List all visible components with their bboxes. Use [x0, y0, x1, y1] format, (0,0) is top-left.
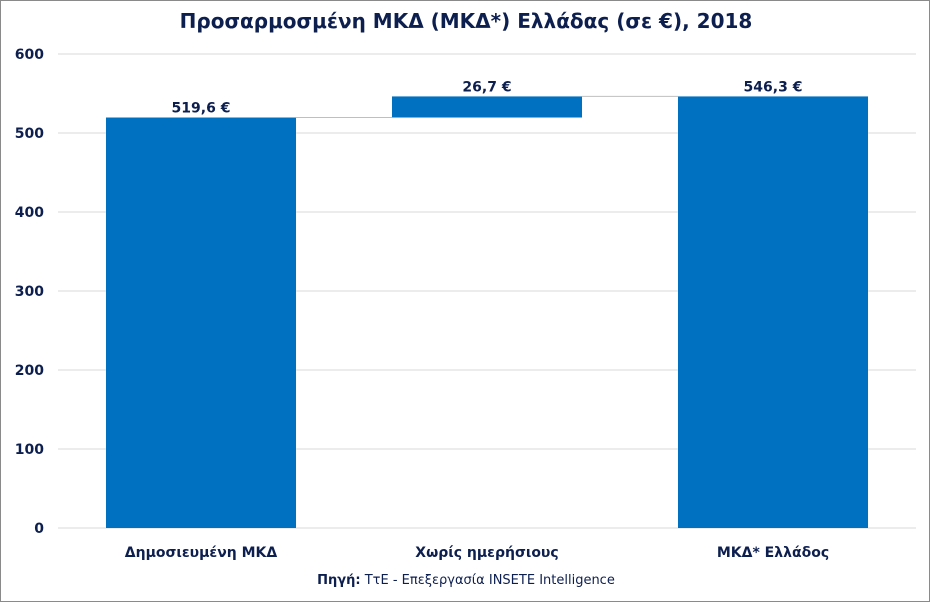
y-tick-label: 100: [15, 442, 44, 458]
y-tick-label: 300: [15, 284, 44, 300]
y-axis-ticks: 0 100 200 300 400 500 600: [15, 47, 44, 537]
bar: [392, 96, 582, 118]
source-text: ΤτΕ - Επεξεργασία INSETE Intelligence: [360, 573, 615, 588]
source-note: Πηγή: ΤτΕ - Επεξεργασία INSETE Intellige…: [1, 573, 930, 588]
y-tick-label: 200: [15, 363, 44, 379]
source-prefix: Πηγή:: [317, 573, 361, 588]
data-label: 26,7 €: [462, 79, 511, 95]
data-labels: 519,6 € 26,7 € 546,3 €: [172, 79, 803, 116]
x-tick-label: Χωρίς ημερήσιους: [415, 545, 558, 561]
bar: [106, 117, 296, 529]
connectors: [296, 95, 678, 119]
x-tick-label: Δημοσιευμένη ΜΚΔ: [125, 545, 278, 561]
y-tick-label: 0: [34, 521, 44, 537]
y-tick-label: 400: [15, 205, 44, 221]
x-axis-ticks: Δημοσιευμένη ΜΚΔ Χωρίς ημερήσιους ΜΚΔ* Ελλ…: [125, 545, 829, 561]
bar: [678, 96, 868, 528]
chart-title: Προσαρμοσμένη ΜΚΔ (ΜΚΔ*) Ελλάδας (σε €),…: [179, 9, 753, 33]
data-label: 519,6 €: [172, 101, 231, 117]
y-tick-label: 500: [15, 126, 44, 142]
x-tick-label: ΜΚΔ* Ελλάδος: [717, 545, 829, 561]
y-tick-label: 600: [15, 47, 44, 63]
data-label: 546,3 €: [744, 79, 803, 95]
bars: [106, 96, 868, 529]
